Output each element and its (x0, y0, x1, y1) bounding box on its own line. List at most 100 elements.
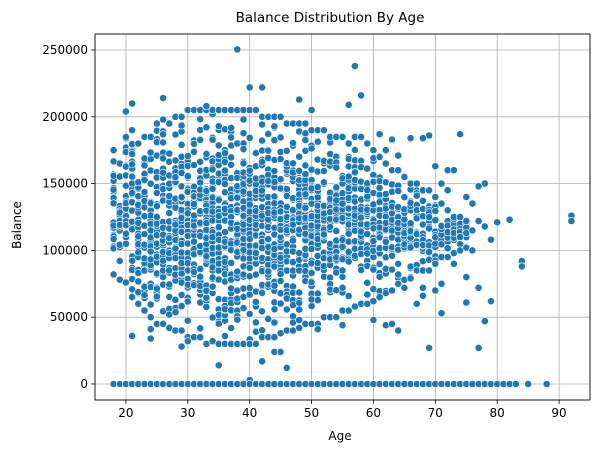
data-point (109, 146, 118, 155)
data-point (307, 268, 316, 277)
data-point (239, 304, 248, 312)
data-point (425, 343, 433, 352)
data-point (221, 149, 229, 157)
data-point (282, 185, 291, 193)
data-point (251, 298, 260, 306)
chart-title: Balance Distribution By Age (236, 10, 425, 26)
data-point (474, 217, 483, 225)
data-point (270, 281, 279, 290)
data-point (122, 278, 130, 287)
data-point (344, 172, 353, 181)
data-point (233, 45, 242, 54)
data-point (295, 323, 304, 332)
data-point (264, 314, 273, 323)
data-point (437, 279, 446, 288)
data-point (456, 233, 464, 241)
data-point (208, 184, 217, 193)
data-point (425, 248, 433, 256)
data-point (258, 307, 266, 316)
data-point (183, 297, 192, 306)
data-point (128, 149, 136, 158)
data-point (394, 187, 403, 195)
data-point (221, 332, 229, 340)
data-point (122, 239, 130, 248)
data-point (307, 302, 316, 310)
data-point (140, 161, 149, 170)
data-point (258, 136, 266, 145)
data-point (289, 236, 297, 245)
data-point (146, 313, 155, 322)
data-point (307, 244, 316, 253)
data-point (425, 266, 433, 275)
data-point (258, 83, 266, 92)
data-point (363, 290, 372, 299)
data-point (220, 180, 229, 188)
data-point (227, 160, 235, 169)
data-point (449, 259, 458, 268)
data-point (394, 151, 403, 160)
data-point (425, 224, 433, 233)
data-point (431, 207, 440, 215)
data-point (190, 161, 198, 169)
data-point (295, 288, 304, 297)
data-point (245, 235, 254, 243)
data-point (295, 95, 304, 104)
data-point (221, 228, 229, 236)
data-point (227, 258, 235, 267)
data-point (505, 215, 514, 224)
data-point (418, 134, 427, 143)
data-point (183, 337, 192, 346)
data-point (233, 193, 242, 202)
data-point (196, 115, 205, 124)
data-point (146, 300, 155, 309)
data-point (202, 123, 211, 132)
data-point (462, 193, 471, 201)
data-point (295, 298, 304, 307)
data-point (524, 380, 532, 388)
data-point (301, 203, 310, 212)
data-point (159, 138, 167, 147)
data-point (388, 265, 396, 274)
data-point (338, 242, 347, 251)
y-tick-label: 0 (80, 377, 88, 391)
data-point (214, 319, 223, 328)
data-point (258, 120, 266, 129)
data-point (122, 229, 130, 238)
data-point (196, 157, 205, 166)
data-point (468, 246, 477, 255)
data-point (313, 325, 322, 334)
data-point (128, 99, 136, 108)
data-point (276, 347, 285, 356)
data-point (270, 318, 279, 327)
data-point (122, 107, 130, 116)
data-point (190, 147, 198, 156)
x-axis-label: Age (328, 429, 351, 443)
data-point (270, 333, 279, 342)
data-point (301, 161, 310, 170)
data-point (480, 222, 489, 231)
data-point (437, 309, 446, 318)
data-point (338, 132, 347, 141)
data-point (338, 199, 347, 208)
y-tick-label: 250000 (42, 43, 88, 57)
data-point (418, 196, 427, 205)
data-point (344, 139, 353, 148)
data-point (128, 256, 137, 265)
x-tick-label: 40 (242, 406, 257, 420)
data-point (394, 259, 403, 268)
data-point (394, 270, 403, 279)
data-point (480, 317, 489, 326)
data-point (171, 295, 180, 304)
data-point (152, 212, 161, 221)
x-tick-label: 80 (490, 406, 505, 420)
data-point (245, 263, 254, 272)
data-point (152, 284, 161, 293)
x-tick-label: 70 (428, 406, 443, 420)
data-point (134, 139, 143, 148)
data-point (159, 94, 167, 102)
data-point (493, 218, 502, 227)
data-point (319, 230, 328, 239)
data-point (202, 302, 211, 311)
data-point (258, 357, 266, 366)
data-point (431, 193, 440, 201)
